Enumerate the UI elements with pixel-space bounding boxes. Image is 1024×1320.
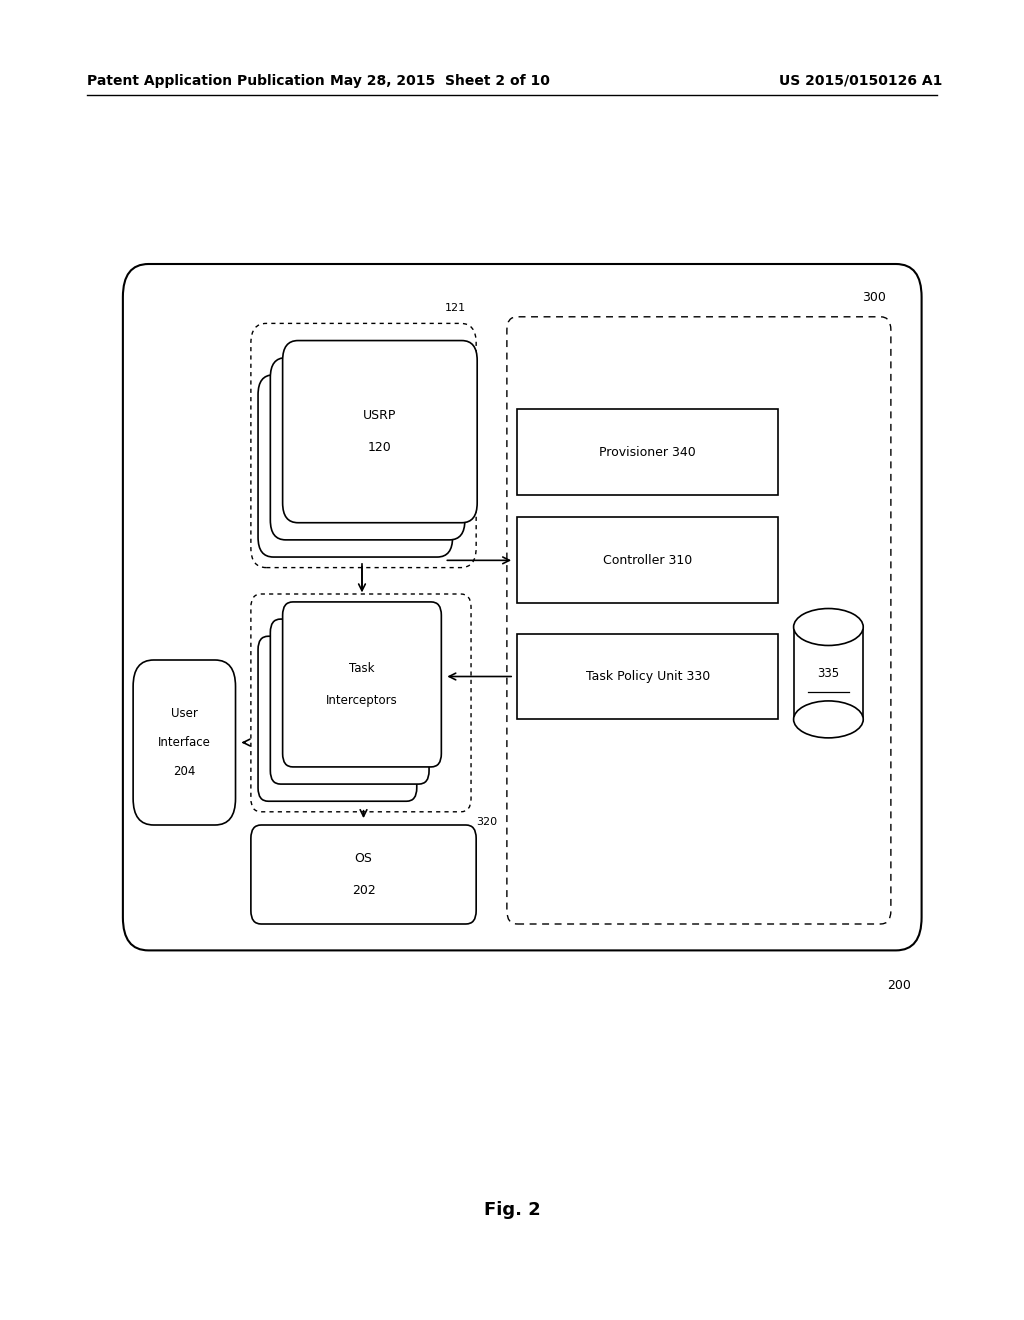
Text: 121: 121 — [444, 302, 466, 313]
FancyBboxPatch shape — [270, 358, 465, 540]
FancyBboxPatch shape — [258, 375, 453, 557]
Text: May 28, 2015  Sheet 2 of 10: May 28, 2015 Sheet 2 of 10 — [331, 74, 550, 88]
FancyBboxPatch shape — [251, 825, 476, 924]
Text: Task Policy Unit 330: Task Policy Unit 330 — [586, 671, 710, 682]
FancyBboxPatch shape — [270, 619, 429, 784]
Bar — [517, 409, 778, 495]
Text: USRP: USRP — [364, 409, 396, 422]
Text: Interceptors: Interceptors — [326, 694, 398, 706]
Text: 320: 320 — [476, 817, 498, 828]
Text: Task: Task — [349, 663, 375, 675]
FancyBboxPatch shape — [123, 264, 922, 950]
Text: 120: 120 — [368, 441, 392, 454]
FancyBboxPatch shape — [283, 341, 477, 523]
Text: OS: OS — [354, 853, 373, 865]
Ellipse shape — [794, 701, 863, 738]
Text: 335: 335 — [817, 667, 840, 680]
Ellipse shape — [794, 609, 863, 645]
Text: US 2015/0150126 A1: US 2015/0150126 A1 — [778, 74, 942, 88]
Text: 204: 204 — [173, 766, 196, 777]
Bar — [517, 634, 778, 719]
FancyBboxPatch shape — [251, 594, 471, 812]
Text: 200: 200 — [888, 979, 911, 993]
Text: Controller 310: Controller 310 — [603, 554, 692, 566]
FancyBboxPatch shape — [507, 317, 891, 924]
Text: 202: 202 — [351, 884, 376, 896]
Text: Interface: Interface — [158, 737, 211, 748]
Text: 300: 300 — [862, 290, 886, 304]
FancyBboxPatch shape — [283, 602, 441, 767]
Text: Provisioner 340: Provisioner 340 — [599, 446, 696, 458]
FancyBboxPatch shape — [133, 660, 236, 825]
Bar — [517, 517, 778, 603]
Text: Patent Application Publication: Patent Application Publication — [87, 74, 325, 88]
FancyBboxPatch shape — [258, 636, 417, 801]
Bar — [794, 627, 863, 719]
Text: Fig. 2: Fig. 2 — [483, 1201, 541, 1220]
Text: User: User — [171, 708, 198, 719]
FancyBboxPatch shape — [251, 323, 476, 568]
